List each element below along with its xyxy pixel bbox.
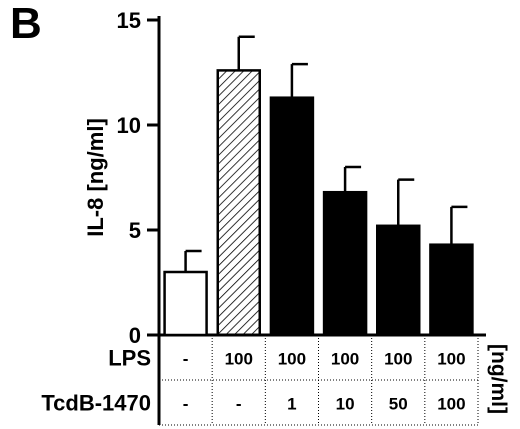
table-cell-0-5: 100 bbox=[437, 350, 465, 369]
table-cell-1-1: - bbox=[236, 395, 242, 414]
units-label: [ng/ml] bbox=[478, 333, 518, 425]
bar-0 bbox=[163, 270, 208, 337]
y-axis-title: IL-8 [ng/ml] bbox=[83, 118, 108, 237]
table-row-label-1: TcdB-1470 bbox=[41, 391, 151, 416]
y-tick-label-0: 0 bbox=[129, 323, 141, 348]
table-cell-0-2: 100 bbox=[278, 350, 306, 369]
units-label-text: [ng/ml] bbox=[487, 344, 510, 414]
table-cell-1-5: 100 bbox=[437, 395, 465, 414]
table-cell-0-0: - bbox=[183, 350, 189, 369]
table-cell-1-2: 1 bbox=[287, 395, 296, 414]
bar-5 bbox=[429, 243, 474, 337]
table-cell-0-1: 100 bbox=[225, 350, 253, 369]
table-cell-1-0: - bbox=[183, 395, 189, 414]
table-cell-0-3: 100 bbox=[331, 350, 359, 369]
bar-3 bbox=[322, 190, 368, 337]
bar-4 bbox=[376, 224, 421, 337]
y-tick-label-2: 10 bbox=[117, 113, 141, 138]
table-cell-1-4: 50 bbox=[389, 395, 408, 414]
panel-label: B bbox=[10, 0, 42, 48]
table-cell-0-4: 100 bbox=[384, 350, 412, 369]
bars-layer bbox=[163, 35, 474, 337]
table-cell-1-3: 10 bbox=[336, 395, 355, 414]
table-row-label-0: LPS bbox=[108, 346, 151, 371]
y-tick-label-1: 5 bbox=[129, 218, 141, 243]
y-tick-label-3: 15 bbox=[117, 8, 141, 33]
bar-2 bbox=[269, 96, 315, 337]
table-layer: LPS - 100 100 100 100 100 TcdB-1470 - - 1 10 50 100 bbox=[41, 335, 479, 426]
bar-1 bbox=[216, 69, 261, 337]
